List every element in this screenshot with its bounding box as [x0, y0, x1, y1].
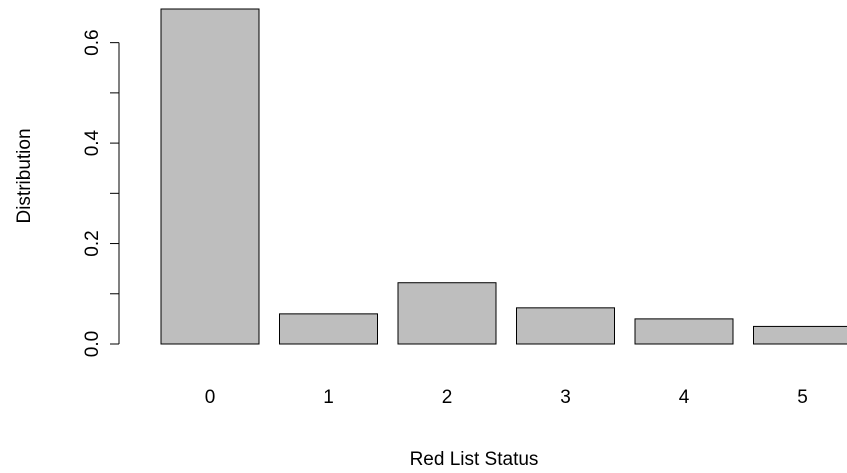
bar: [279, 313, 378, 345]
bar: [634, 318, 734, 345]
x-tick-labels: 0 1 2 3 4 5: [205, 387, 808, 408]
bar: [753, 325, 847, 345]
bars: [160, 8, 847, 345]
bar: [160, 8, 260, 345]
y-axis-title: Distribution: [14, 128, 35, 223]
x-tick-label: 0: [205, 387, 216, 408]
x-tick-label: 2: [442, 387, 453, 408]
y-axis: 0.0 0.2 0.4 0.6: [82, 29, 120, 357]
x-tick-label: 4: [679, 387, 690, 408]
x-axis-title: Red List Status: [410, 449, 539, 470]
x-tick-label: 1: [323, 387, 334, 408]
y-tick-label: 0.6: [82, 29, 103, 55]
y-tick-label: 0.2: [82, 230, 103, 256]
x-tick-label: 5: [797, 387, 808, 408]
y-tick-label: 0.0: [82, 331, 103, 357]
bar: [397, 282, 497, 345]
bar: [516, 307, 615, 345]
y-tick-label: 0.4: [82, 129, 103, 156]
x-tick-label: 3: [560, 387, 571, 408]
